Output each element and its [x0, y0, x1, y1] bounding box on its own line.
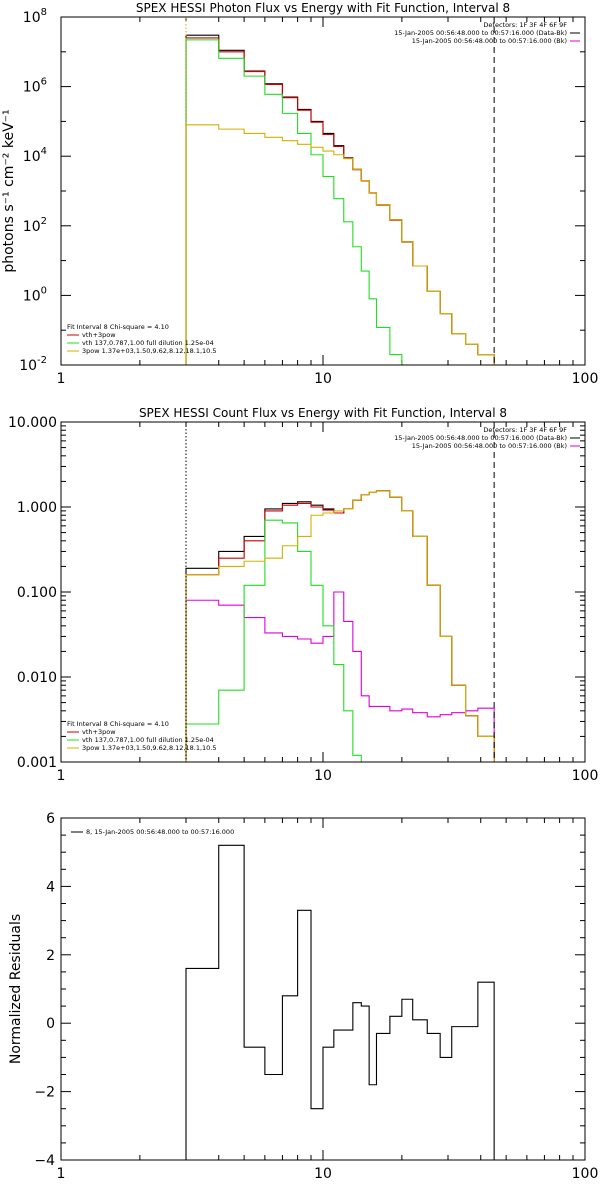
series-line-3 [185, 37, 495, 365]
y-ticks: 0.001 0.010 0.100 1.000 10.000 [8, 415, 585, 771]
x-tick-label: 1 [57, 1166, 66, 1182]
legend-tr-text: 15-Jan-2005 00:56:48.000 to 00:57:16.000… [394, 29, 567, 37]
y-tick-label: 4 [46, 879, 55, 895]
series-line-1 [185, 844, 495, 1160]
series-line-2 [185, 591, 495, 762]
y-tick-label: −4 [34, 1153, 55, 1169]
series-line-4 [185, 519, 362, 762]
y-tick-label: 0.001 [17, 755, 57, 771]
series-group [185, 490, 495, 762]
y-tick-label: 10-2 [19, 355, 47, 374]
y-tick-label: 102 [23, 216, 47, 235]
y-tick-label: 2 [46, 948, 55, 964]
panel-3: 1 10 100 −4 −2 0 2 4 6 Normalized Residuals 8, 15-… [8, 811, 598, 1182]
legend-bl-text: 3pow 1.37e+03,1.50,9.62,8.12,18.1,10.5 [82, 744, 217, 752]
panel-2: SPEX HESSI Count Flux vs Energy with Fit… [8, 406, 599, 784]
y-tick-label: 0.100 [17, 585, 57, 601]
legend-tr-text: Detectors: 1F 3F 4F 6F 9F [483, 426, 567, 434]
x-tick-label: 10 [314, 768, 332, 784]
legend-bl-text: vth 137,0.787,1.00 full dilution 1.25e-0… [82, 736, 214, 744]
plot-frame [60, 16, 586, 366]
y-tick-label: 6 [46, 811, 55, 827]
x-tick-label: 100 [572, 1166, 599, 1182]
y-tick-label: 1.000 [17, 500, 57, 516]
x-ticks: 1 10 100 [57, 17, 599, 387]
x-tick-label: 1 [57, 371, 66, 387]
series-group [185, 844, 495, 1160]
x-tick-label: 100 [572, 768, 599, 784]
y-axis-label: photons s⁻¹ cm⁻² keV⁻¹ [1, 109, 17, 272]
series-line-4 [185, 39, 403, 365]
x-tick-label: 10 [314, 1166, 332, 1182]
x-tick-label: 10 [314, 371, 332, 387]
y-tick-label: 100 [23, 285, 47, 304]
y-tick-label: −2 [34, 1085, 55, 1101]
chart-title: SPEX HESSI Count Flux vs Energy with Fit… [139, 406, 507, 420]
legend-tr-text: 15-Jan-2005 00:56:48.000 to 00:57:16.000… [394, 434, 567, 442]
series-line-1 [185, 34, 495, 365]
y-axis-label: Normalized Residuals [8, 914, 24, 1064]
y-tick-label: 0 [46, 1016, 55, 1032]
legend-bl-text: vth 137,0.787,1.00 full dilution 1.25e-0… [82, 339, 214, 347]
x-ticks: 1 10 100 [57, 422, 599, 784]
legend-tr-text: 15-Jan-2005 00:56:48.000 to 00:57:16.000… [412, 37, 567, 45]
legend-bl-text: vth+3pow [82, 728, 116, 736]
legend-bl-text: Fit Interval 8 Chi-square = 4.10 [67, 323, 169, 331]
x-tick-label: 1 [57, 768, 66, 784]
legend-text: 8, 15-Jan-2005 00:56:48.000 to 00:57:16.… [86, 828, 234, 836]
series-line-5 [185, 490, 495, 762]
y-ticks: 10-2 100 102 104 106 108 [19, 7, 585, 374]
legend-bl-text: Fit Interval 8 Chi-square = 4.10 [67, 720, 169, 728]
plot-frame [60, 421, 586, 763]
legend-bl-text: vth+3pow [82, 331, 116, 339]
series-line-5 [185, 124, 495, 365]
x-ticks: 1 10 100 [57, 818, 599, 1182]
x-tick-label: 100 [572, 371, 599, 387]
y-tick-label: 10.000 [8, 415, 57, 431]
legend-bl-text: 3pow 1.37e+03,1.50,9.62,8.12,18.1,10.5 [82, 347, 217, 355]
y-tick-label: 104 [23, 146, 47, 165]
chart-title: SPEX HESSI Photon Flux vs Energy with Fi… [136, 1, 510, 15]
panel-1: SPEX HESSI Photon Flux vs Energy with Fi… [1, 1, 599, 387]
plot-frame [60, 817, 586, 1161]
y-tick-label: 0.010 [17, 670, 57, 686]
y-tick-label: 106 [23, 77, 47, 96]
y-ticks: −4 −2 0 2 4 6 [34, 811, 585, 1169]
y-tick-label: 108 [23, 7, 47, 26]
legend-tr-text: Detectors: 1F 3F 4F 6F 9F [483, 21, 567, 29]
series-group [185, 34, 495, 365]
legend-tr-text: 15-Jan-2005 00:56:48.000 to 00:57:16.000… [412, 442, 567, 450]
